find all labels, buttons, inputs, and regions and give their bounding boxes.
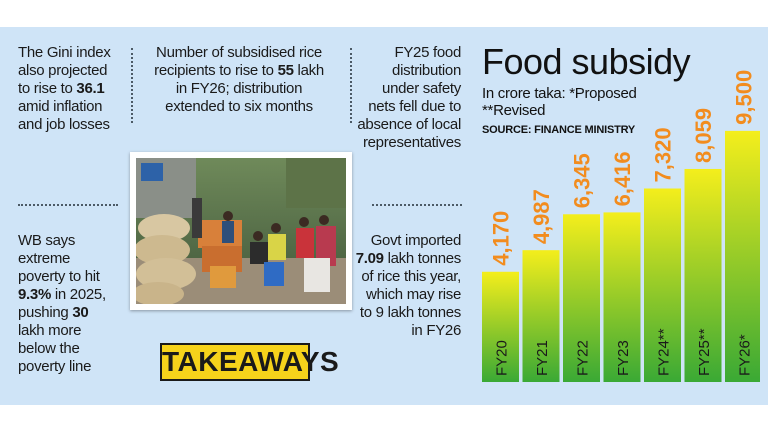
poverty-rate: 9.3%	[18, 286, 51, 303]
gini-value: 36.1	[76, 80, 105, 97]
value-label: 9,500	[732, 70, 757, 125]
category-label: FY26*	[737, 334, 754, 376]
gini-text: The Gini index also projected to rise to…	[18, 44, 111, 133]
left-divider	[18, 204, 118, 206]
food-distribution-photo	[130, 152, 352, 310]
bar-fy25	[684, 168, 722, 382]
right-divider	[372, 204, 462, 206]
category-label: FY21	[534, 340, 551, 376]
value-label: 8,059	[691, 108, 716, 163]
bar-fy24	[644, 188, 681, 382]
divider-left	[131, 48, 133, 123]
rice-import-text: Govt imported 7.09 lakh tonnes of rice t…	[355, 232, 462, 339]
chart-title: Food subsidy	[482, 41, 691, 82]
divider-right	[350, 48, 352, 123]
category-label: FY23	[615, 340, 632, 376]
category-label: FY22	[575, 340, 592, 376]
food-subsidy-chart: 4,170 FY20 4,987 FY21 6,345 FY22 6,416 FY23 7,32…	[482, 70, 760, 382]
value-label: 6,416	[610, 151, 635, 206]
category-label: FY24**	[656, 328, 673, 376]
chart-source: SOURCE: FINANCE MINISTRY	[482, 124, 636, 136]
value-label: 4,170	[489, 211, 514, 266]
bar-fy20	[482, 271, 519, 382]
rice-recipients-value: 55	[277, 62, 294, 79]
value-label: 7,320	[651, 127, 676, 182]
bar-fy23	[603, 212, 641, 382]
bar-fy22	[563, 214, 600, 382]
bar-fy21	[522, 250, 560, 382]
category-label: FY20	[494, 340, 511, 376]
value-label: 6,345	[570, 153, 595, 208]
value-label: 4,987	[529, 189, 554, 244]
poverty-lakh: 30	[72, 304, 89, 321]
rice-recipients-text: Number of subsidised rice recipients to …	[154, 44, 324, 115]
bar-fy26	[725, 130, 760, 382]
poverty-text: WB says extreme poverty to hit 9.3% in 2…	[18, 232, 106, 375]
rice-import-value: 7.09	[355, 250, 384, 267]
takeaways-banner: TAKEAWAYS	[160, 343, 339, 381]
fy25-distribution-text: FY25 food distribution under safety nets…	[357, 44, 461, 151]
category-label: FY25**	[696, 328, 713, 376]
chart-subtitle: In crore taka: *Proposed **Revised	[482, 85, 637, 119]
